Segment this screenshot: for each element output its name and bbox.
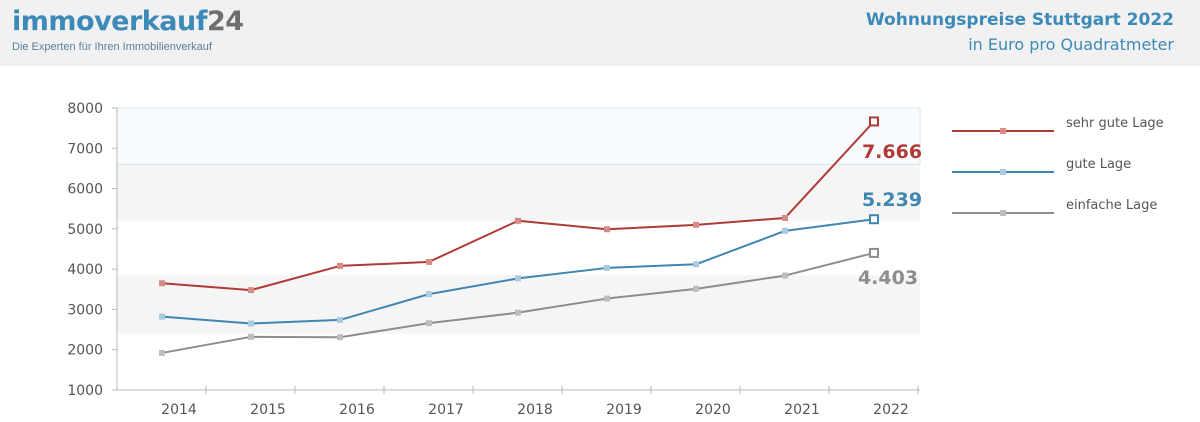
header-bar: immoverkauf24 Die Experten für Ihren Imm… bbox=[0, 0, 1200, 66]
data-point-end bbox=[869, 247, 879, 258]
y-tick-label: 2000 bbox=[67, 343, 103, 359]
data-point bbox=[693, 261, 699, 268]
data-point bbox=[604, 295, 610, 302]
y-tick-label: 3000 bbox=[67, 302, 103, 318]
y-tick-label: 5000 bbox=[67, 222, 103, 238]
data-point bbox=[515, 309, 521, 316]
y-tick-label: 1000 bbox=[67, 383, 103, 399]
legend-marker bbox=[1000, 169, 1006, 175]
data-point bbox=[515, 275, 521, 282]
data-point bbox=[604, 226, 610, 233]
logo-number: 24 bbox=[206, 6, 244, 37]
x-tick-label: 2021 bbox=[784, 402, 820, 418]
legend-label: einfache Lage bbox=[1066, 198, 1157, 213]
data-point bbox=[426, 320, 432, 327]
y-tick-label: 7000 bbox=[67, 141, 103, 157]
background-band bbox=[117, 275, 920, 334]
data-label: 4.403 bbox=[858, 267, 918, 289]
data-point bbox=[782, 272, 788, 279]
data-point bbox=[159, 280, 165, 287]
data-point bbox=[693, 285, 699, 292]
data-point bbox=[782, 214, 788, 221]
logo-tagline: Die Experten für Ihren Immobilienverkauf bbox=[12, 41, 212, 53]
x-tick-label: 2018 bbox=[517, 402, 553, 418]
legend-label: sehr gute Lage bbox=[1066, 116, 1164, 131]
data-point bbox=[248, 333, 254, 340]
data-point bbox=[248, 320, 254, 327]
legend-label: gute Lage bbox=[1066, 157, 1131, 172]
logo-text: immoverkauf bbox=[12, 6, 207, 37]
data-point bbox=[426, 258, 432, 265]
x-tick-label: 2020 bbox=[695, 402, 731, 418]
data-label: 5.239 bbox=[862, 189, 922, 211]
chart-title: Wohnungspreise Stuttgart 2022 bbox=[865, 10, 1174, 30]
x-tick-label: 2017 bbox=[428, 402, 464, 418]
legend-marker bbox=[1000, 210, 1006, 216]
data-point bbox=[337, 262, 343, 269]
data-point bbox=[337, 334, 343, 341]
legend-marker bbox=[1000, 128, 1006, 134]
data-point bbox=[337, 316, 343, 323]
data-point bbox=[426, 291, 432, 298]
y-tick-label: 8000 bbox=[67, 101, 103, 117]
brand-logo[interactable]: immoverkauf24 bbox=[12, 6, 244, 37]
x-tick-label: 2016 bbox=[339, 402, 375, 418]
data-point bbox=[159, 313, 165, 320]
data-point bbox=[515, 217, 521, 224]
y-tick-label: 6000 bbox=[67, 182, 103, 198]
chart-subtitle: in Euro pro Quadratmeter bbox=[968, 35, 1174, 54]
background-band bbox=[117, 164, 920, 221]
background-band bbox=[117, 108, 920, 165]
data-point bbox=[693, 221, 699, 228]
x-tick-label: 2019 bbox=[606, 402, 642, 418]
y-tick-label: 4000 bbox=[67, 262, 103, 278]
data-point bbox=[604, 264, 610, 271]
data-point bbox=[782, 227, 788, 234]
data-point-end bbox=[869, 116, 879, 127]
data-point-end bbox=[869, 214, 879, 225]
x-tick-label: 2022 bbox=[873, 402, 909, 418]
x-tick-label: 2014 bbox=[161, 402, 197, 418]
data-point bbox=[248, 287, 254, 294]
data-label: 7.666 bbox=[862, 141, 922, 163]
x-tick-label: 2015 bbox=[250, 402, 286, 418]
data-point bbox=[159, 349, 165, 356]
